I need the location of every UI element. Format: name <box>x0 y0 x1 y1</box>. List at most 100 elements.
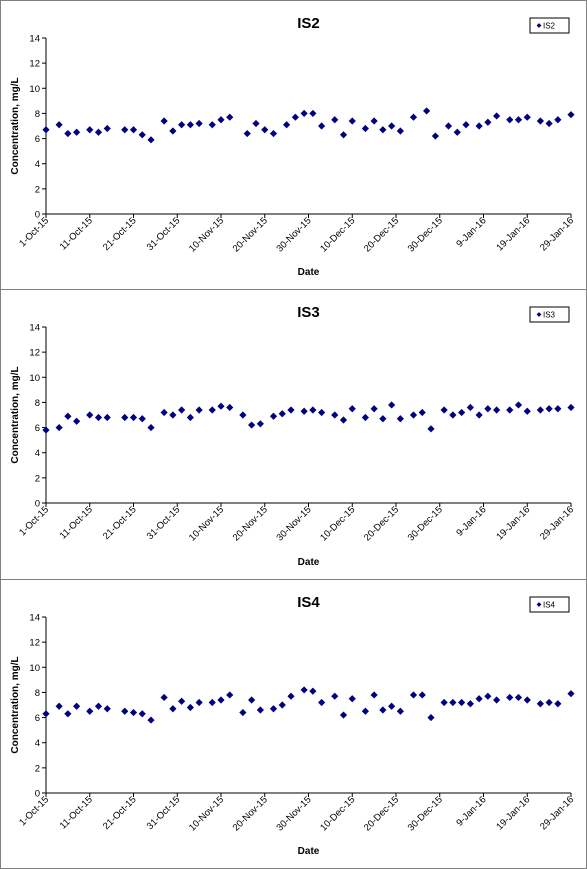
x-tick-label: 10-Dec-15 <box>318 794 357 833</box>
data-point <box>348 117 356 125</box>
data-point <box>409 691 418 699</box>
data-point <box>514 401 523 409</box>
data-point <box>291 113 299 121</box>
data-point <box>55 423 63 432</box>
data-point <box>160 693 168 702</box>
x-tick-label: 11-Oct-15 <box>58 504 95 541</box>
y-tick-label: 0 <box>35 789 40 800</box>
data-point <box>269 705 278 713</box>
data-point <box>348 695 356 703</box>
data-point <box>339 711 348 719</box>
y-tick-label: 6 <box>35 134 40 145</box>
data-point <box>287 692 295 700</box>
data-point <box>475 122 483 130</box>
data-point <box>331 411 339 419</box>
legend-label: IS2 <box>543 22 556 31</box>
data-point <box>545 405 553 413</box>
data-point <box>129 708 138 717</box>
x-tick-label: 31-Oct-15 <box>145 215 183 253</box>
data-point <box>493 406 501 414</box>
chart-panel-is3: IS3 0 2 4 6 8 10 12 14 1-Oct-15 11-Oct-15 21-Oct-15… <box>0 289 587 580</box>
x-tick-label: 19-Jan-16 <box>494 215 532 253</box>
data-point <box>567 690 575 698</box>
data-point <box>195 406 203 414</box>
data-point <box>217 402 225 410</box>
legend-box <box>529 596 570 613</box>
data-point <box>248 421 256 429</box>
data-point <box>318 122 326 130</box>
data-point <box>523 407 531 415</box>
chart-title: IS4 <box>297 594 320 611</box>
data-point <box>178 121 186 129</box>
x-axis-label: Date <box>298 267 320 278</box>
data-point <box>195 698 203 707</box>
x-axis-label: Date <box>298 557 320 568</box>
data-point <box>493 112 501 120</box>
data-point <box>269 412 278 420</box>
data-point <box>178 697 186 705</box>
data-point <box>396 127 404 135</box>
data-point <box>449 698 457 707</box>
data-point <box>536 406 544 414</box>
y-tick-label: 12 <box>29 348 40 359</box>
data-point <box>283 121 291 129</box>
data-point <box>121 413 129 422</box>
x-tick-label: 9-Jan-16 <box>454 794 488 828</box>
data-point <box>475 695 483 703</box>
x-tick-label: 19-Jan-16 <box>494 794 532 832</box>
data-point <box>64 129 72 138</box>
x-tick-label: 31-Oct-15 <box>145 504 183 542</box>
legend: IS2 <box>529 17 570 34</box>
x-tick-label: 10-Nov-15 <box>187 215 226 254</box>
data-point <box>318 408 326 417</box>
data-point <box>339 131 348 139</box>
data-point <box>73 417 81 425</box>
y-tick-label: 12 <box>29 638 40 649</box>
data-point <box>396 415 404 423</box>
x-tick-label: 31-Oct-15 <box>145 794 183 832</box>
data-point <box>94 413 103 422</box>
data-point <box>370 405 378 413</box>
data-point <box>388 702 396 710</box>
data-point <box>379 706 387 714</box>
data-point <box>42 126 50 134</box>
data-point <box>514 693 523 702</box>
data-point <box>309 109 317 118</box>
data-point <box>309 687 317 695</box>
data-point <box>55 121 63 129</box>
data-point <box>396 707 404 715</box>
x-tick-label: 9-Jan-16 <box>454 504 488 538</box>
data-point <box>423 107 431 115</box>
y-tick-label: 4 <box>35 738 40 749</box>
data-point <box>73 702 81 710</box>
data-point <box>493 696 501 704</box>
data-point <box>554 116 562 124</box>
legend-marker <box>536 23 542 28</box>
x-tick-label: 10-Nov-15 <box>187 794 226 833</box>
x-tick-label: 10-Dec-15 <box>318 215 357 254</box>
data-point <box>103 705 111 713</box>
data-point <box>484 692 492 700</box>
data-point <box>466 700 474 708</box>
x-tick-label: 21-Oct-15 <box>101 794 139 832</box>
y-axis-label: Concentration, mg/L <box>10 656 21 753</box>
y-tick-label: 10 <box>29 663 40 674</box>
data-point <box>567 111 575 119</box>
x-tick-label: 20-Nov-15 <box>231 794 270 833</box>
y-axis-label: Concentration, mg/L <box>10 366 21 463</box>
data-point <box>248 696 256 704</box>
y-tick-label: 2 <box>35 763 40 774</box>
x-tick-label: 20-Dec-15 <box>362 215 401 254</box>
data-point <box>523 696 531 704</box>
data-point <box>309 406 317 414</box>
legend-label: IS4 <box>543 601 556 610</box>
data-point <box>169 127 177 135</box>
legend: IS4 <box>529 596 570 613</box>
y-tick-label: 14 <box>29 323 40 334</box>
data-point <box>103 124 111 133</box>
legend-box <box>529 17 570 34</box>
data-point <box>217 116 225 124</box>
